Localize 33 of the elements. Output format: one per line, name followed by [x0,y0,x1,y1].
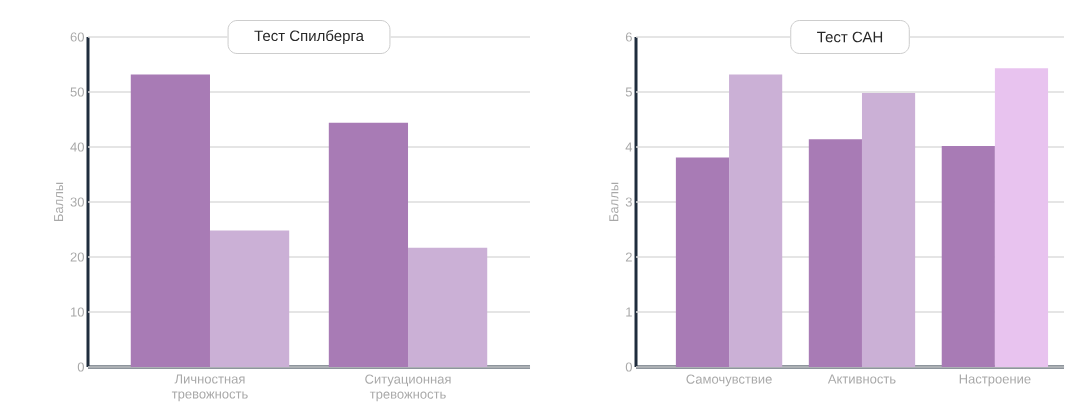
x-tick-label: Ситуационная тревожность [365,374,451,402]
bar [994,68,1049,367]
chart-title: Тест САН [817,31,883,43]
y-tick-label: 60 [70,32,84,42]
bar [408,247,488,367]
x-tick-label: Самочувствие [686,374,772,387]
y-tick-label: 10 [71,307,84,317]
bar [941,145,995,367]
bar [729,74,783,367]
y-tick-label: 0 [77,362,84,372]
y-tick-label: 30 [70,197,84,207]
bar [675,157,730,367]
x-tick-label: Активность [827,374,896,384]
y-tick-label: 3 [625,197,632,207]
y-tick-label: 2 [625,252,632,262]
bar [861,93,916,367]
chart-title: Тест Спилберга [254,29,364,45]
bar [328,122,409,367]
x-tick-label: Настроение [959,374,1031,387]
y-tick-label: 40 [70,142,84,152]
bar [808,139,862,367]
y-tick-label: 6 [625,32,632,42]
y-tick-label: 20 [70,252,84,262]
y-tick-label: 1 [626,307,632,317]
bar [209,230,290,367]
y-tick-label: 50 [70,87,84,97]
y-tick-label: 5 [625,87,632,97]
y-tick-label: 0 [625,362,632,372]
x-tick-label: Личностная тревожность [171,374,248,402]
bar [130,74,210,367]
y-axis-title: Баллы [609,182,619,222]
y-tick-label: 4 [625,142,633,152]
y-axis-title: Баллы [54,182,64,222]
